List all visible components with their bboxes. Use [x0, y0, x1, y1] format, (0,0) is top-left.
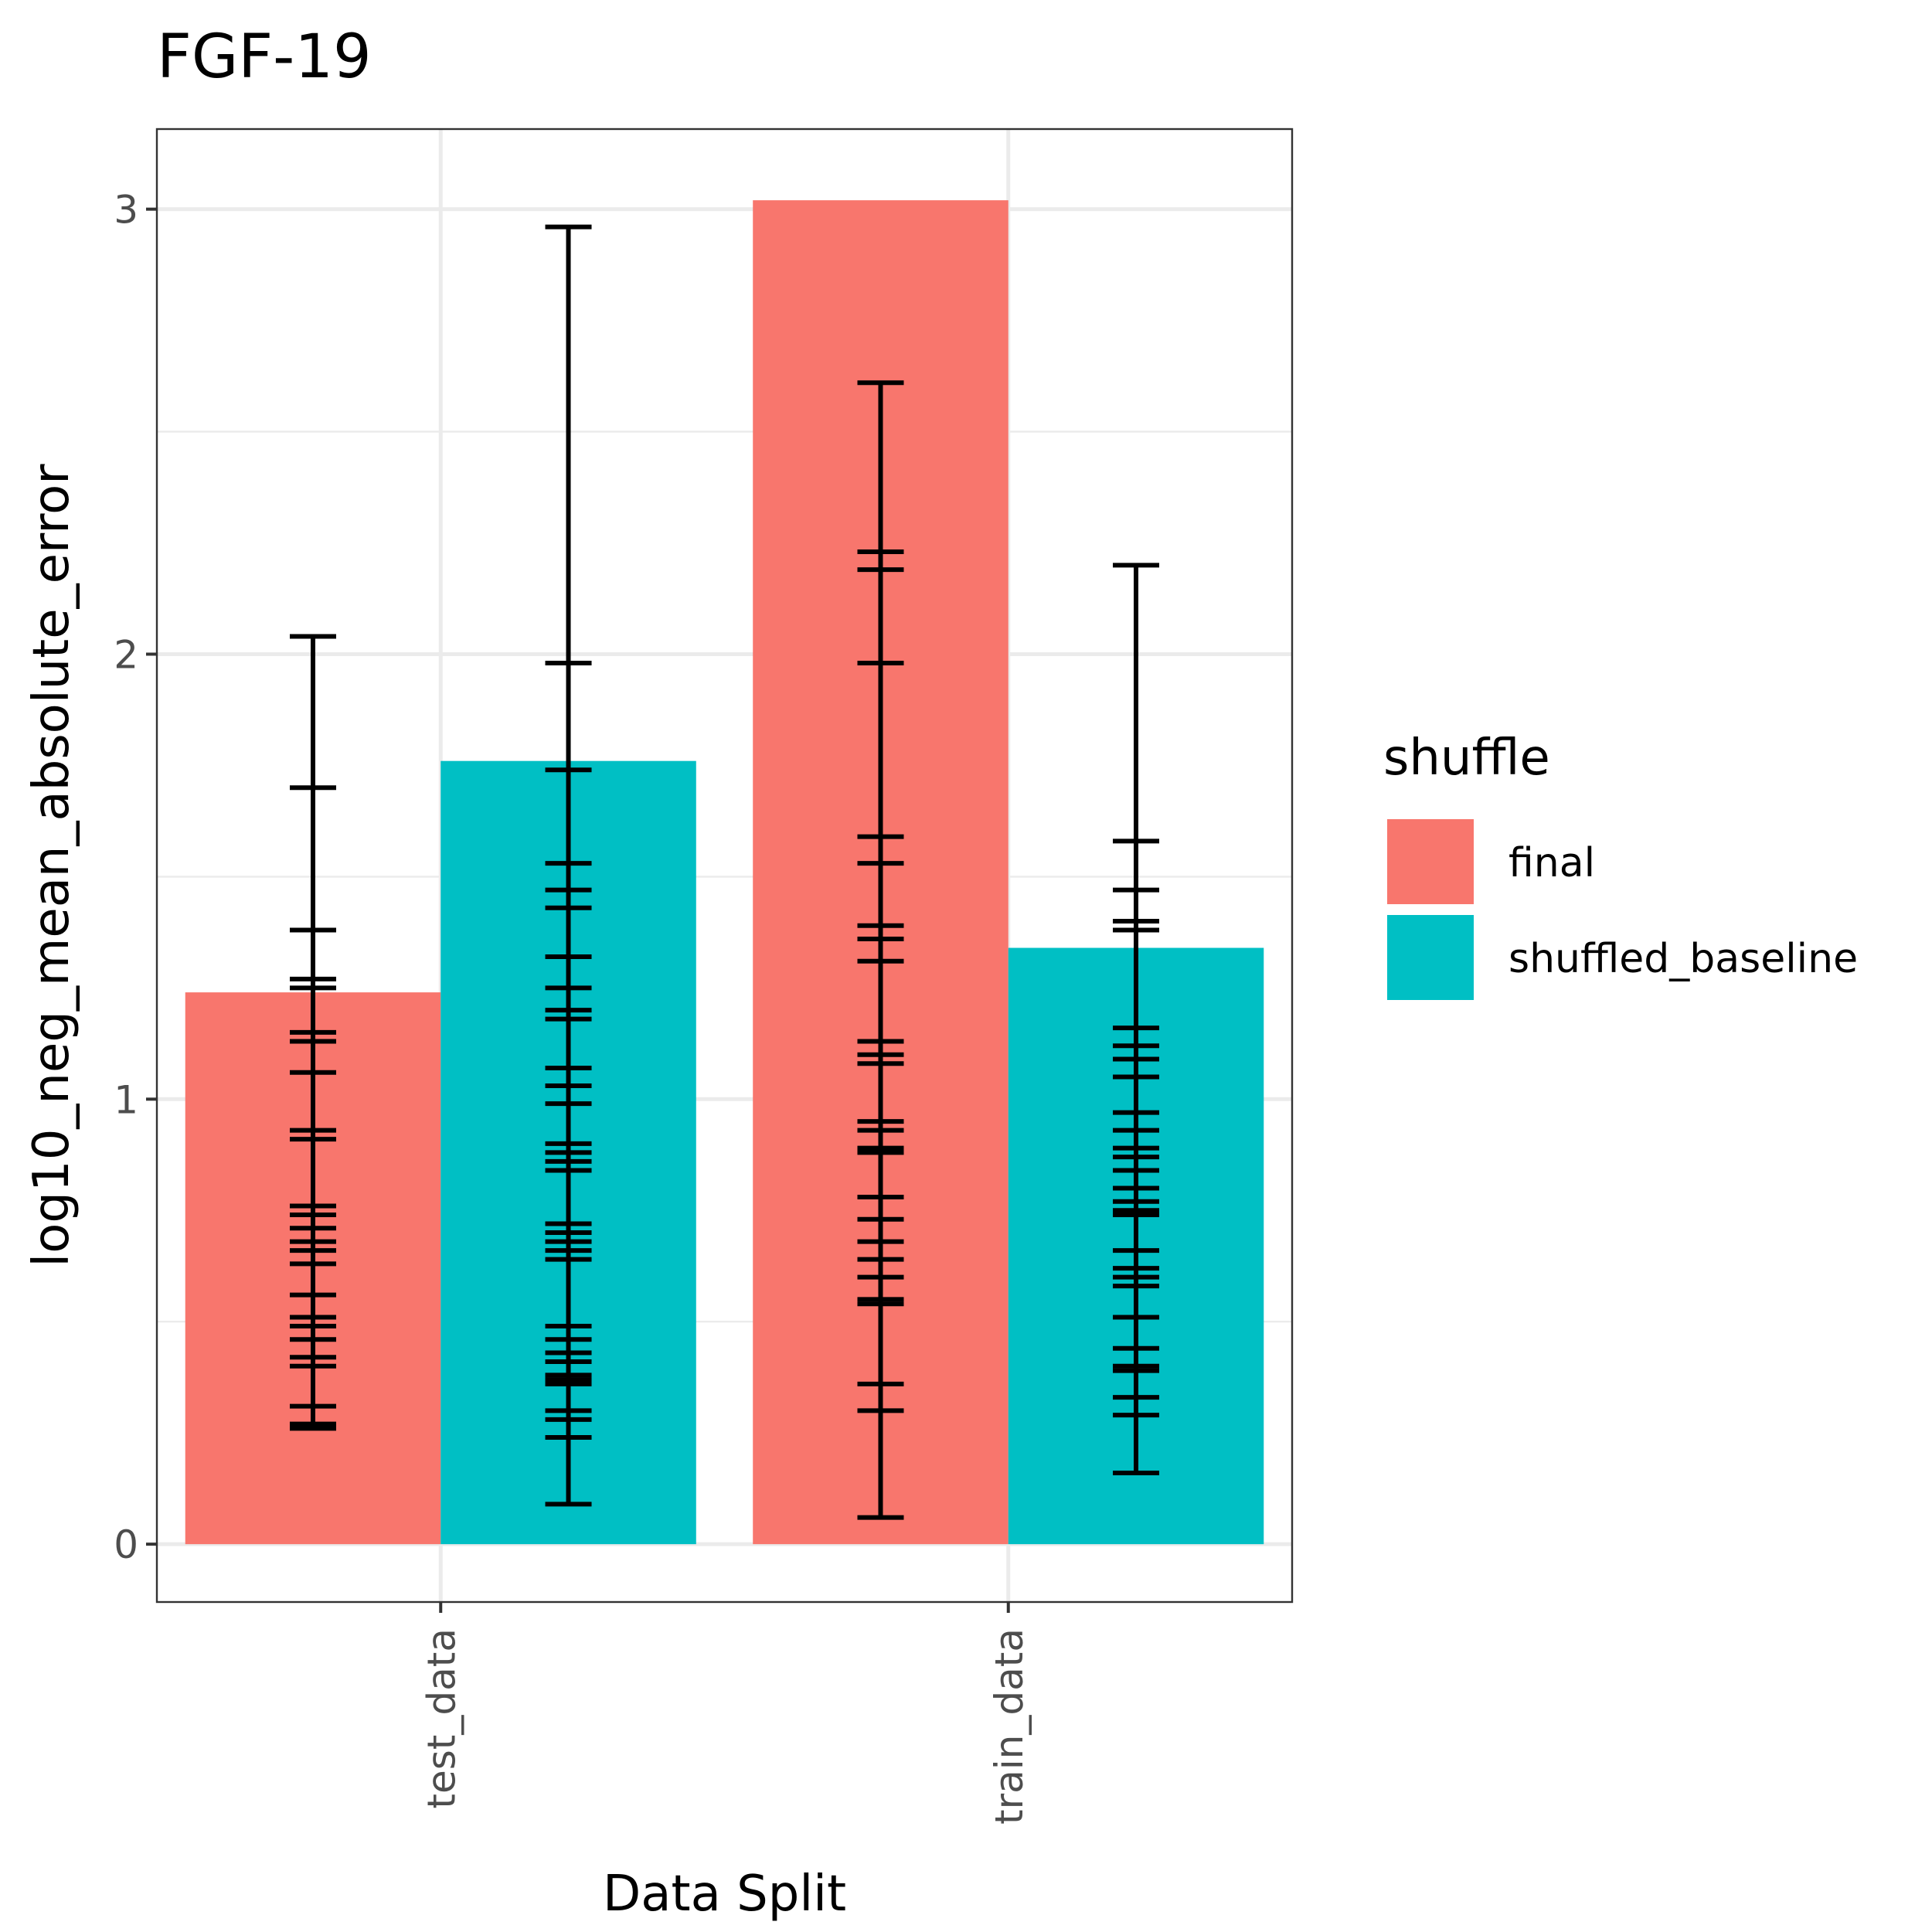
y-tick-label: 1	[114, 1077, 138, 1122]
legend-key	[1387, 819, 1474, 904]
legend-key	[1387, 915, 1474, 1000]
x-tick-label: train_data	[987, 1628, 1032, 1825]
y-axis-title: log10_neg_mean_absolute_error	[23, 464, 80, 1267]
plot-panel-border	[155, 128, 1294, 1604]
y-tick-label: 3	[114, 188, 138, 233]
legend: shuffle final shuffled_baseline	[1383, 730, 1858, 1000]
x-axis-title: Data Split	[603, 1866, 846, 1923]
legend-label: shuffled_baseline	[1509, 936, 1858, 982]
error-bars	[289, 224, 1160, 1520]
legend-title: shuffle	[1383, 730, 1550, 787]
legend-label: final	[1509, 840, 1595, 886]
y-tick-label: 0	[114, 1522, 138, 1567]
y-tick-label: 2	[114, 632, 138, 677]
chart-title: FGF-19	[157, 22, 372, 92]
x-tick-label: test_data	[419, 1628, 464, 1809]
axes: 0 1 2 3 test_data train_data	[114, 188, 1032, 1825]
